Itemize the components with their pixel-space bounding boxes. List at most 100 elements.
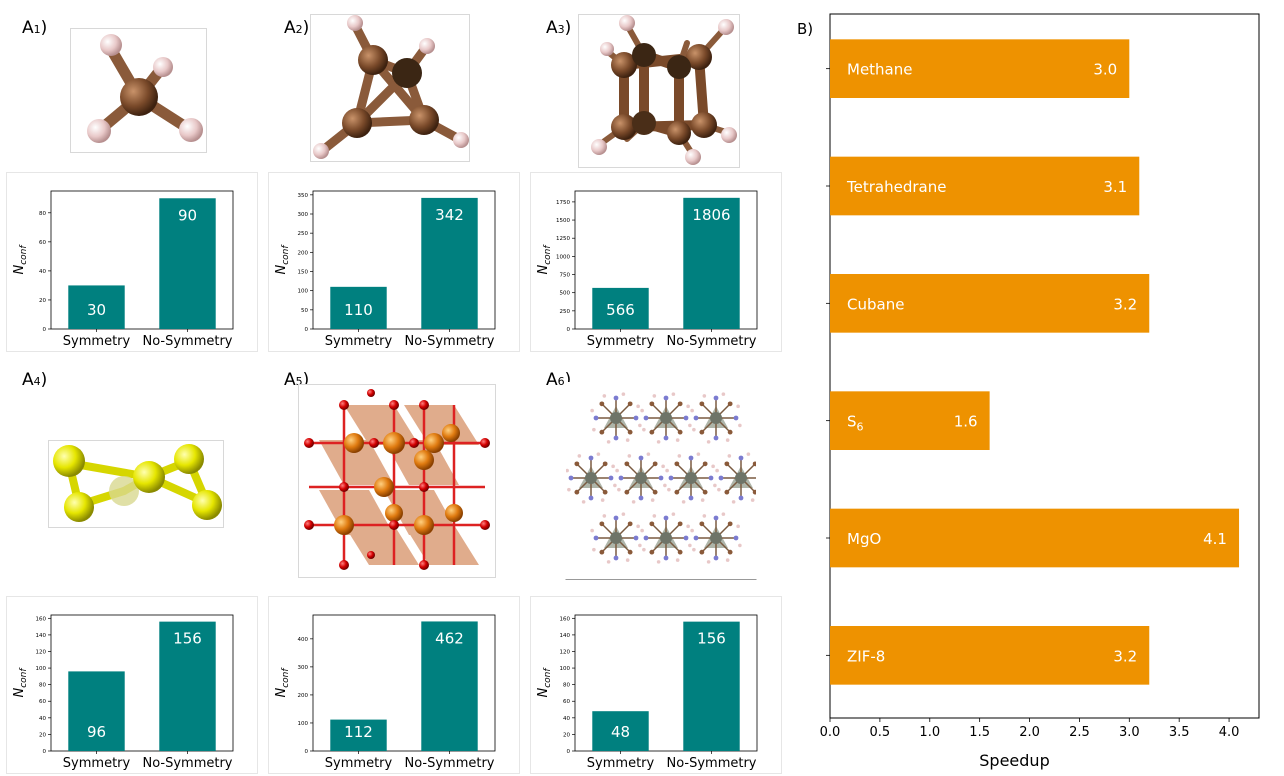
y-tick-label: 250: [298, 231, 309, 237]
zn-atom: [610, 532, 622, 544]
hydrogen-atom: [721, 512, 726, 516]
linker-atom: [693, 535, 699, 541]
y-tick-label: 0: [305, 327, 309, 333]
x-tick-label: Symmetry: [587, 756, 655, 771]
category-label: Cubane: [847, 295, 904, 313]
linker-atom: [663, 555, 669, 561]
bar-value-label: 566: [606, 301, 635, 319]
linker-atom: [727, 429, 733, 435]
hydrogen-atom: [642, 547, 646, 552]
linker-atom: [708, 475, 714, 481]
category-label-main: S: [847, 413, 857, 431]
linker-atom: [638, 495, 644, 501]
chart-a3: 0 250 500 750 1000 1250 1500 1750 566 Symmetry 180…: [530, 172, 782, 352]
hydrogen-atom: [638, 423, 642, 428]
linker-atom: [702, 461, 708, 467]
x-tick-label: No-Symmetry: [666, 334, 756, 349]
plot-frame: [312, 190, 496, 330]
hydrogen-atom: [725, 558, 730, 562]
linker-atom: [649, 549, 655, 555]
linker-atom: [677, 549, 683, 555]
x-tick-label: Symmetry: [587, 334, 655, 349]
x-tick-label: No-Symmetry: [142, 756, 232, 771]
y-axis-label: Nconf: [12, 667, 29, 698]
bar: [592, 287, 649, 329]
linker-atom: [699, 549, 705, 555]
linker-atom: [643, 535, 649, 541]
category-label-main: ZIF-8: [847, 647, 885, 665]
linker-atom: [599, 549, 605, 555]
x-tick-label: Symmetry: [325, 756, 393, 771]
y-axis-label-sub: conf: [281, 244, 291, 265]
hydrogen-atom: [577, 454, 582, 458]
zn-atom: [735, 472, 747, 484]
hydrogen-atom: [625, 438, 630, 442]
bar-value-label: 48: [611, 723, 630, 741]
linker-atom: [699, 521, 705, 527]
hydrogen-atom: [596, 452, 601, 456]
bar-value-label: 110: [344, 301, 373, 319]
hydrogen-atom: [606, 560, 611, 564]
linker-atom: [733, 535, 739, 541]
y-axis-label-main: N: [12, 688, 27, 698]
linker-atom: [699, 401, 705, 407]
bar-value-label: 3.0: [1093, 61, 1117, 79]
chart-a4: 0 20 40 60 80 100 120 140 160 96 Symmetry 156 No-Sym…: [6, 596, 258, 774]
hydrogen-atom: [750, 498, 755, 502]
linker-atom: [674, 461, 680, 467]
linker-atom: [713, 395, 719, 401]
linker-atom: [602, 461, 608, 467]
bar-value-label: 3.2: [1113, 295, 1137, 313]
hydrogen-atom: [688, 423, 692, 428]
category-label: S6: [847, 413, 864, 434]
panel-subscript: 2: [295, 23, 303, 36]
hydrogen-atom: [631, 500, 636, 504]
linker-atom: [602, 489, 608, 495]
bar: [421, 621, 478, 751]
bar: [830, 274, 1150, 333]
y-tick-label: 100: [298, 289, 309, 295]
bar: [830, 156, 1140, 216]
y-axis-label-main: N: [536, 688, 551, 698]
chart-a2-svg: 0 50 100 150 200 250 300 350 110 Symmetry 342 No-Sy…: [274, 190, 496, 349]
chart-a5: 0 100 200 300 400 112 Symmetry 462 No-Symmetry Nc…: [268, 596, 520, 774]
linker-atom: [693, 415, 699, 421]
linker-atom: [713, 435, 719, 441]
bar: [68, 285, 125, 329]
hydrogen-atom: [686, 404, 690, 409]
plot-frame: [574, 190, 758, 330]
panel-subscript: 3: [557, 23, 565, 36]
bar: [159, 198, 216, 329]
bar-value-label: 30: [87, 301, 106, 319]
linker-atom: [658, 475, 664, 481]
linker-atom: [663, 435, 669, 441]
hydrogen-atom: [646, 452, 651, 456]
bar-value-label: 462: [435, 629, 464, 647]
linker-atom: [593, 535, 599, 541]
linker-atom: [727, 521, 733, 527]
chart-a4-svg: 0 20 40 60 80 100 120 140 160 96 Symmetry 156 No-Sym…: [12, 614, 234, 771]
hydrogen-atom: [636, 404, 640, 409]
bar-value-label: 96: [87, 723, 106, 741]
y-tick-label: 160: [560, 616, 571, 622]
linker-atom: [627, 429, 633, 435]
hydrogen-atom: [567, 487, 571, 492]
y-axis-label: Nconf: [536, 667, 553, 698]
bar-value-label: 3.2: [1113, 647, 1137, 665]
bar: [68, 671, 125, 751]
panel-subscript: 4: [33, 375, 41, 388]
hydrogen-atom: [675, 438, 680, 442]
linker-atom: [613, 515, 619, 521]
hydrogen-atom: [688, 543, 692, 548]
linker-atom: [688, 495, 694, 501]
linker-atom: [677, 521, 683, 527]
zif8-framework-image: [565, 382, 757, 580]
x-tick-label: 2.5: [1069, 725, 1090, 740]
category-label: Tetrahedrane: [846, 178, 946, 196]
linker-atom: [618, 475, 624, 481]
panel-letter: A: [546, 18, 558, 38]
y-tick-label: 100: [560, 666, 571, 672]
panel-subscript: 1: [33, 23, 41, 36]
panel-label-a5: A5): [284, 370, 309, 390]
hydrogen-atom: [600, 498, 605, 502]
